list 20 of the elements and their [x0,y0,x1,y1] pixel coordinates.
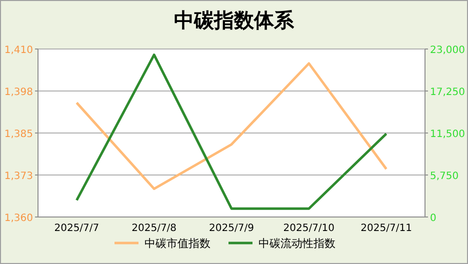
line-series [75,62,388,190]
y-tick-label: 1,373 [4,171,33,182]
y2-tick-label: 11,500 [430,129,465,140]
x-tick-label: 2025/7/9 [209,223,254,234]
x-tick-label: 2025/7/11 [360,223,412,234]
y2-tick-label: 23,000 [430,45,465,56]
y2-tick-label: 5,750 [430,171,459,182]
legend-label: 中碳市值指数 [144,237,210,250]
x-tick-label: 2025/7/7 [54,223,100,234]
legend-label: 中碳流动性指数 [258,237,336,250]
x-tick-label: 2025/7/8 [132,223,177,234]
y2-tick-label: 17,250 [430,87,465,98]
y-tick-label: 1,410 [4,45,33,56]
y-tick-label: 1,360 [4,213,33,224]
chart-title: 中碳指数体系 [174,8,295,32]
y-tick-label: 1,385 [4,129,33,140]
line-series [75,54,388,210]
y2-tick-label: 0 [430,213,436,224]
y-tick-label: 1,398 [4,87,33,98]
x-tick-label: 2025/7/10 [283,223,335,234]
